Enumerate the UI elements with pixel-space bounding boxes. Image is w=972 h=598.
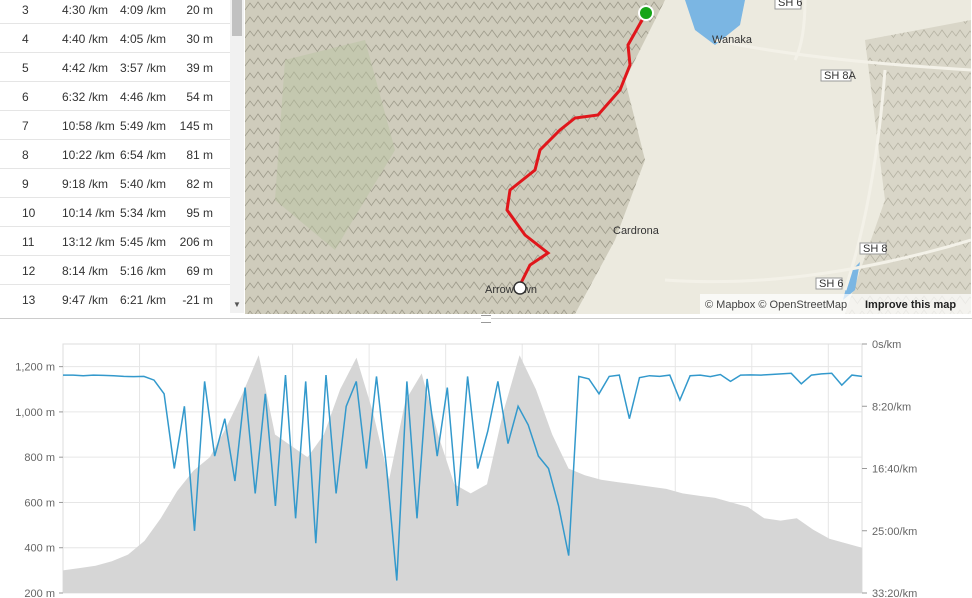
split-row[interactable]: 10 10:14 /km 5:34 /km 95 m bbox=[0, 198, 230, 227]
start-marker bbox=[638, 5, 654, 21]
place-label: Cardrona bbox=[613, 225, 660, 237]
split-cell: 3:57 /km bbox=[120, 61, 167, 75]
scrollbar[interactable]: ▼ bbox=[230, 0, 244, 313]
scroll-arrow[interactable]: ▼ bbox=[233, 300, 241, 309]
lake bbox=[685, 0, 745, 45]
terrain bbox=[845, 20, 971, 314]
split-row[interactable]: 13 9:47 /km 6:21 /km -21 m bbox=[0, 285, 230, 313]
split-cell: 5:34 /km bbox=[120, 206, 167, 220]
y-tick-label: 200 m bbox=[24, 588, 55, 598]
y2-tick-label: 25:00/km bbox=[872, 526, 917, 538]
improve-link[interactable]: Improve this map bbox=[865, 299, 956, 311]
split-cell: 5:49 /km bbox=[120, 119, 167, 133]
road-label: SH 8 bbox=[863, 243, 887, 255]
split-cell: 5 bbox=[22, 61, 29, 75]
split-cell: 5:16 /km bbox=[120, 264, 167, 278]
split-cell: 8 bbox=[22, 148, 29, 162]
split-cell: 4:09 /km bbox=[120, 3, 167, 17]
split-cell: 6 bbox=[22, 90, 29, 104]
split-row[interactable]: 8 10:22 /km 6:54 /km 81 m bbox=[0, 140, 230, 169]
split-cell: 8:14 /km bbox=[62, 264, 109, 278]
split-row[interactable]: 5 4:42 /km 3:57 /km 39 m bbox=[0, 53, 230, 82]
split-cell: 9:18 /km bbox=[62, 177, 109, 191]
scroll-thumb[interactable] bbox=[232, 0, 242, 36]
split-cell: 39 m bbox=[186, 61, 213, 75]
split-cell: 4:30 /km bbox=[62, 3, 109, 17]
y-tick-label: 1,200 m bbox=[15, 362, 55, 374]
road-label: SH 6 bbox=[819, 278, 843, 290]
attribution-bg bbox=[700, 294, 971, 314]
road-label: SH 8A bbox=[824, 70, 856, 82]
elevation-area bbox=[63, 355, 862, 593]
y2-tick-label: 0s/km bbox=[872, 339, 901, 351]
split-cell: 7 bbox=[22, 119, 29, 133]
split-cell: 69 m bbox=[186, 264, 213, 278]
y-tick-label: 400 m bbox=[24, 543, 55, 555]
split-row[interactable]: 6 6:32 /km 4:46 /km 54 m bbox=[0, 82, 230, 111]
map[interactable]: Wanaka Cardrona Arrowtown SH 6 SH 8A SH … bbox=[245, 0, 971, 314]
split-cell: 20 m bbox=[186, 3, 213, 17]
split-row[interactable]: 11 13:12 /km 5:45 /km 206 m bbox=[0, 227, 230, 256]
split-cell: 5:45 /km bbox=[120, 235, 167, 249]
split-cell: 11 bbox=[22, 235, 35, 249]
split-cell: 6:54 /km bbox=[120, 148, 167, 162]
split-row[interactable]: 9 9:18 /km 5:40 /km 82 m bbox=[0, 169, 230, 198]
split-cell: 30 m bbox=[186, 32, 213, 46]
y2-tick-label: 16:40/km bbox=[872, 464, 917, 476]
y-tick-label: 800 m bbox=[24, 452, 55, 464]
split-cell: 6:32 /km bbox=[62, 90, 109, 104]
chart: 200 m 400 m 600 m 800 m 1,000 m 1,200 m 0s/km 8… bbox=[15, 339, 917, 598]
pace-line bbox=[63, 372, 863, 581]
split-cell: 5:40 /km bbox=[120, 177, 167, 191]
split-cell: 6:21 /km bbox=[120, 293, 167, 307]
y2-tick-label: 33:20/km bbox=[872, 588, 917, 598]
split-cell: 10:22 /km bbox=[62, 148, 115, 162]
route bbox=[505, 12, 648, 286]
road-label: SH 6 bbox=[778, 0, 802, 9]
terrain bbox=[275, 40, 395, 250]
split-cell: 9:47 /km bbox=[62, 293, 109, 307]
split-row[interactable]: 7 10:58 /km 5:49 /km 145 m bbox=[0, 111, 230, 140]
split-row[interactable]: 3 4:30 /km 4:09 /km 20 m bbox=[0, 0, 230, 24]
split-cell: -21 m bbox=[182, 293, 213, 307]
split-cell: 145 m bbox=[179, 119, 213, 133]
split-cell: 4:46 /km bbox=[120, 90, 167, 104]
split-cell: 4:42 /km bbox=[62, 61, 109, 75]
place-label: Wanaka bbox=[712, 34, 753, 46]
place-label: Arrowtown bbox=[485, 284, 537, 296]
y2-tick-label: 8:20/km bbox=[872, 401, 911, 413]
road bbox=[664, 0, 971, 291]
split-cell: 3 bbox=[22, 3, 29, 17]
split-cell: 95 m bbox=[186, 206, 213, 220]
split-cell: 4:40 /km bbox=[62, 32, 109, 46]
split-cell: 10:58 /km bbox=[62, 119, 115, 133]
split-cell: 13:12 /km bbox=[62, 235, 115, 249]
split-cell: 4 bbox=[22, 32, 29, 46]
split-cell: 9 bbox=[22, 177, 29, 191]
split-cell: 81 m bbox=[186, 148, 213, 162]
split-row[interactable]: 4 4:40 /km 4:05 /km 30 m bbox=[0, 24, 230, 53]
lake bbox=[843, 262, 860, 300]
split-cell: 206 m bbox=[179, 235, 213, 249]
attribution[interactable]: © Mapbox © OpenStreetMap bbox=[705, 299, 847, 311]
split-cell: 12 bbox=[22, 264, 36, 278]
split-row[interactable]: 12 8:14 /km 5:16 /km 69 m bbox=[0, 256, 230, 285]
split-cell: 13 bbox=[22, 293, 36, 307]
split-cell: 54 m bbox=[186, 90, 213, 104]
y-tick-label: 600 m bbox=[24, 497, 55, 509]
resize-grip[interactable] bbox=[481, 315, 491, 323]
y-tick-label: 1,000 m bbox=[15, 407, 55, 419]
splits-table: 3 4:30 /km 4:09 /km 20 m 4 4:40 /km 4:05 /km 30… bbox=[0, 0, 231, 313]
split-cell: 10:14 /km bbox=[62, 206, 115, 220]
split-cell: 4:05 /km bbox=[120, 32, 167, 46]
finish-marker bbox=[513, 281, 527, 295]
split-cell: 10 bbox=[22, 206, 36, 220]
split-cell: 82 m bbox=[186, 177, 213, 191]
